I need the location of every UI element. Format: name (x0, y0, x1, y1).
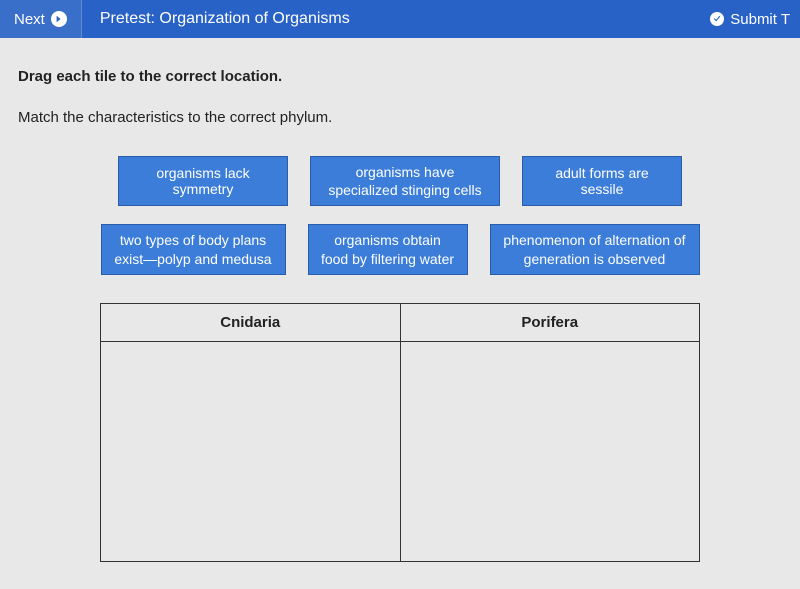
draggable-tile[interactable]: organisms have specialized stinging cell… (310, 156, 500, 206)
page-title: Pretest: Organization of Organisms (82, 10, 700, 28)
drop-table: Cnidaria Porifera (100, 303, 700, 562)
tile-row: two types of body plans exist—polyp and … (101, 224, 700, 274)
drop-zone-porifera[interactable] (400, 341, 700, 561)
submit-label: Submit T (730, 11, 790, 28)
submit-button[interactable]: Submit T (700, 0, 800, 38)
arrow-right-icon (51, 11, 67, 27)
draggable-tile[interactable]: two types of body plans exist—polyp and … (101, 224, 286, 274)
draggable-tile[interactable]: organisms obtain food by filtering water (308, 224, 468, 274)
tile-row: organisms lack symmetry organisms have s… (118, 156, 682, 206)
instruction-secondary: Match the characteristics to the correct… (18, 109, 782, 126)
draggable-tile[interactable]: phenomenon of alternation of generation … (490, 224, 700, 274)
draggable-tile[interactable]: adult forms are sessile (522, 156, 682, 206)
check-icon (710, 12, 724, 26)
content-area: Drag each tile to the correct location. … (0, 38, 800, 562)
table-header-porifera: Porifera (400, 303, 700, 341)
header-bar: Next Pretest: Organization of Organisms … (0, 0, 800, 38)
tiles-container: organisms lack symmetry organisms have s… (18, 156, 782, 275)
draggable-tile[interactable]: organisms lack symmetry (118, 156, 288, 206)
drop-zone-cnidaria[interactable] (101, 341, 401, 561)
instruction-primary: Drag each tile to the correct location. (18, 68, 782, 85)
next-label: Next (14, 11, 45, 28)
next-button[interactable]: Next (0, 0, 82, 38)
table-header-cnidaria: Cnidaria (101, 303, 401, 341)
